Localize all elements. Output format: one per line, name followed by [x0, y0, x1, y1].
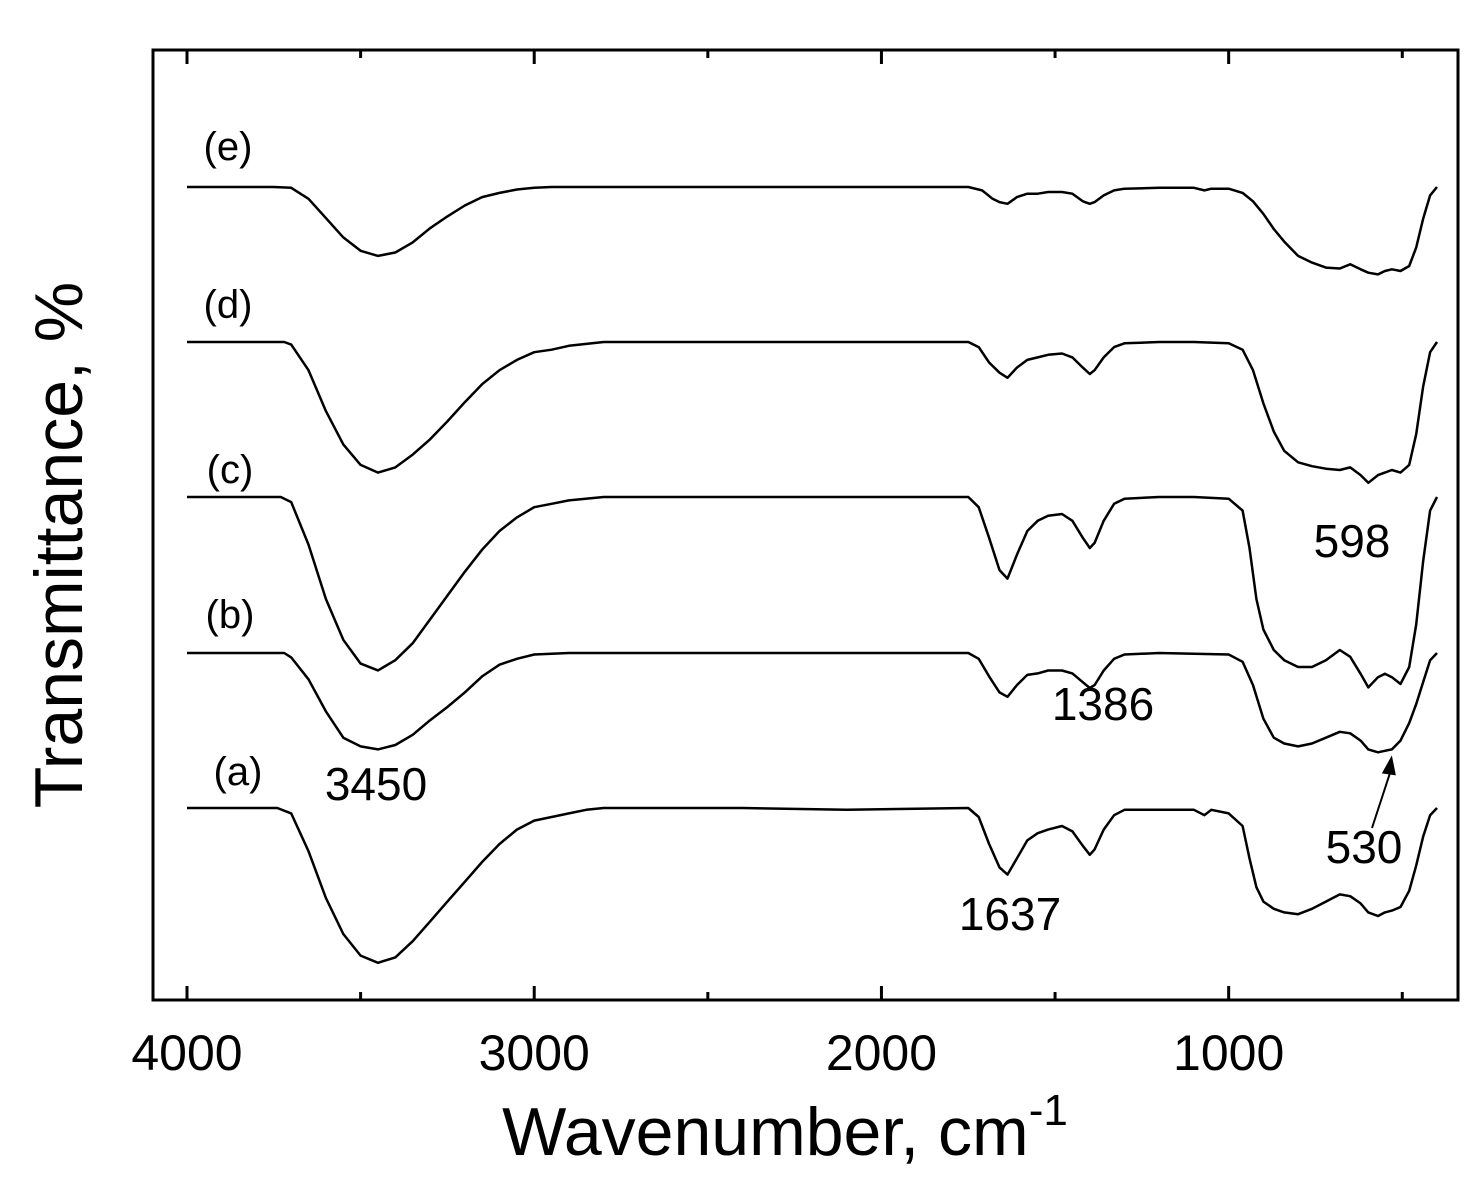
series-label: (c): [207, 448, 254, 492]
peak-annotations: 3450 1637 1386 598 530: [325, 515, 1403, 940]
annotation-arrow-line: [1371, 767, 1393, 829]
annotation-arrowhead: [1381, 755, 1396, 776]
x-tick-label: 2000: [826, 1025, 937, 1081]
x-axis-ticks: 4000 3000 2000 1000: [131, 50, 1404, 1081]
series-line: [187, 185, 1438, 276]
series-line: [187, 495, 1439, 689]
peak-annotation: 530: [1326, 821, 1403, 873]
x-axis-label-superscript: -1: [1029, 1086, 1068, 1135]
x-tick-label: 4000: [131, 1025, 242, 1081]
series-group: [187, 185, 1439, 965]
series-labels: (e) (d) (c) (b) (a): [204, 125, 263, 794]
x-axis-label: Wavenumber, cm-1: [502, 1086, 1068, 1170]
x-axis-label-main: Wavenumber, cm: [502, 1094, 1029, 1170]
x-tick-label: 3000: [479, 1025, 590, 1081]
series-label: (b): [206, 593, 255, 637]
x-tick-label: 1000: [1173, 1025, 1284, 1081]
peak-annotation: 3450: [325, 758, 427, 810]
y-axis-label: Transmittance, %: [21, 282, 97, 809]
series-line: [187, 806, 1438, 965]
series-label: (a): [214, 750, 263, 794]
series-label: (e): [204, 125, 253, 169]
series-line: [187, 340, 1439, 485]
plot-frame: [151, 48, 1460, 1002]
peak-annotation: 1637: [959, 888, 1061, 940]
peak-annotation: 598: [1314, 515, 1391, 567]
peak-annotation: 1386: [1052, 678, 1154, 730]
series-line: [187, 651, 1438, 754]
series-label: (d): [204, 283, 253, 327]
